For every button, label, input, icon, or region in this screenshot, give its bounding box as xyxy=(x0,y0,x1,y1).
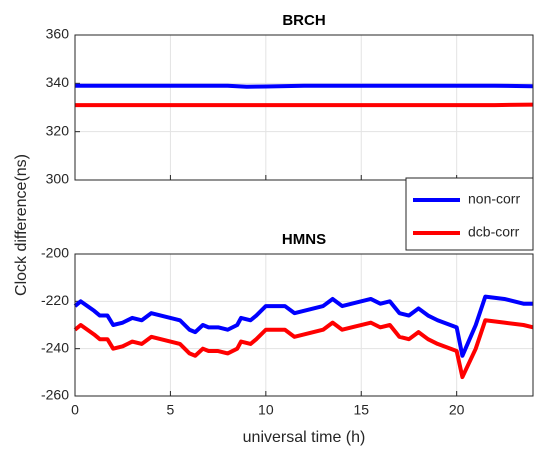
x-axis-label: universal time (h) xyxy=(243,429,366,446)
chart-title: BRCH xyxy=(282,12,325,29)
y-axis-label: Clock difference(ns) xyxy=(13,154,30,296)
data-line xyxy=(73,318,534,380)
y-tick-label: 320 xyxy=(46,122,70,138)
x-tick-label: 20 xyxy=(449,402,465,418)
legend-box xyxy=(405,177,534,251)
y-tick-label: 300 xyxy=(46,171,70,187)
y-tick-label: -220 xyxy=(41,292,69,308)
y-tick-label: -260 xyxy=(41,387,69,403)
y-tick-label: -200 xyxy=(41,245,69,261)
x-tick-label: 10 xyxy=(258,402,274,418)
x-tick-label: 5 xyxy=(167,402,175,418)
legend-label: non-corr xyxy=(468,191,520,207)
plot-area xyxy=(75,35,533,180)
y-tick-label: 360 xyxy=(46,26,70,42)
axes-box xyxy=(74,34,534,181)
x-tick-label: 0 xyxy=(71,402,79,418)
y-tick-label: -240 xyxy=(41,339,69,355)
data-line xyxy=(75,83,534,89)
chart-title: HMNS xyxy=(282,231,326,248)
axes-box xyxy=(74,253,534,397)
legend-label: dcb-corr xyxy=(468,224,520,240)
y-tick-label: 340 xyxy=(46,74,70,90)
x-tick-label: 15 xyxy=(353,402,369,418)
data-line xyxy=(73,294,533,358)
